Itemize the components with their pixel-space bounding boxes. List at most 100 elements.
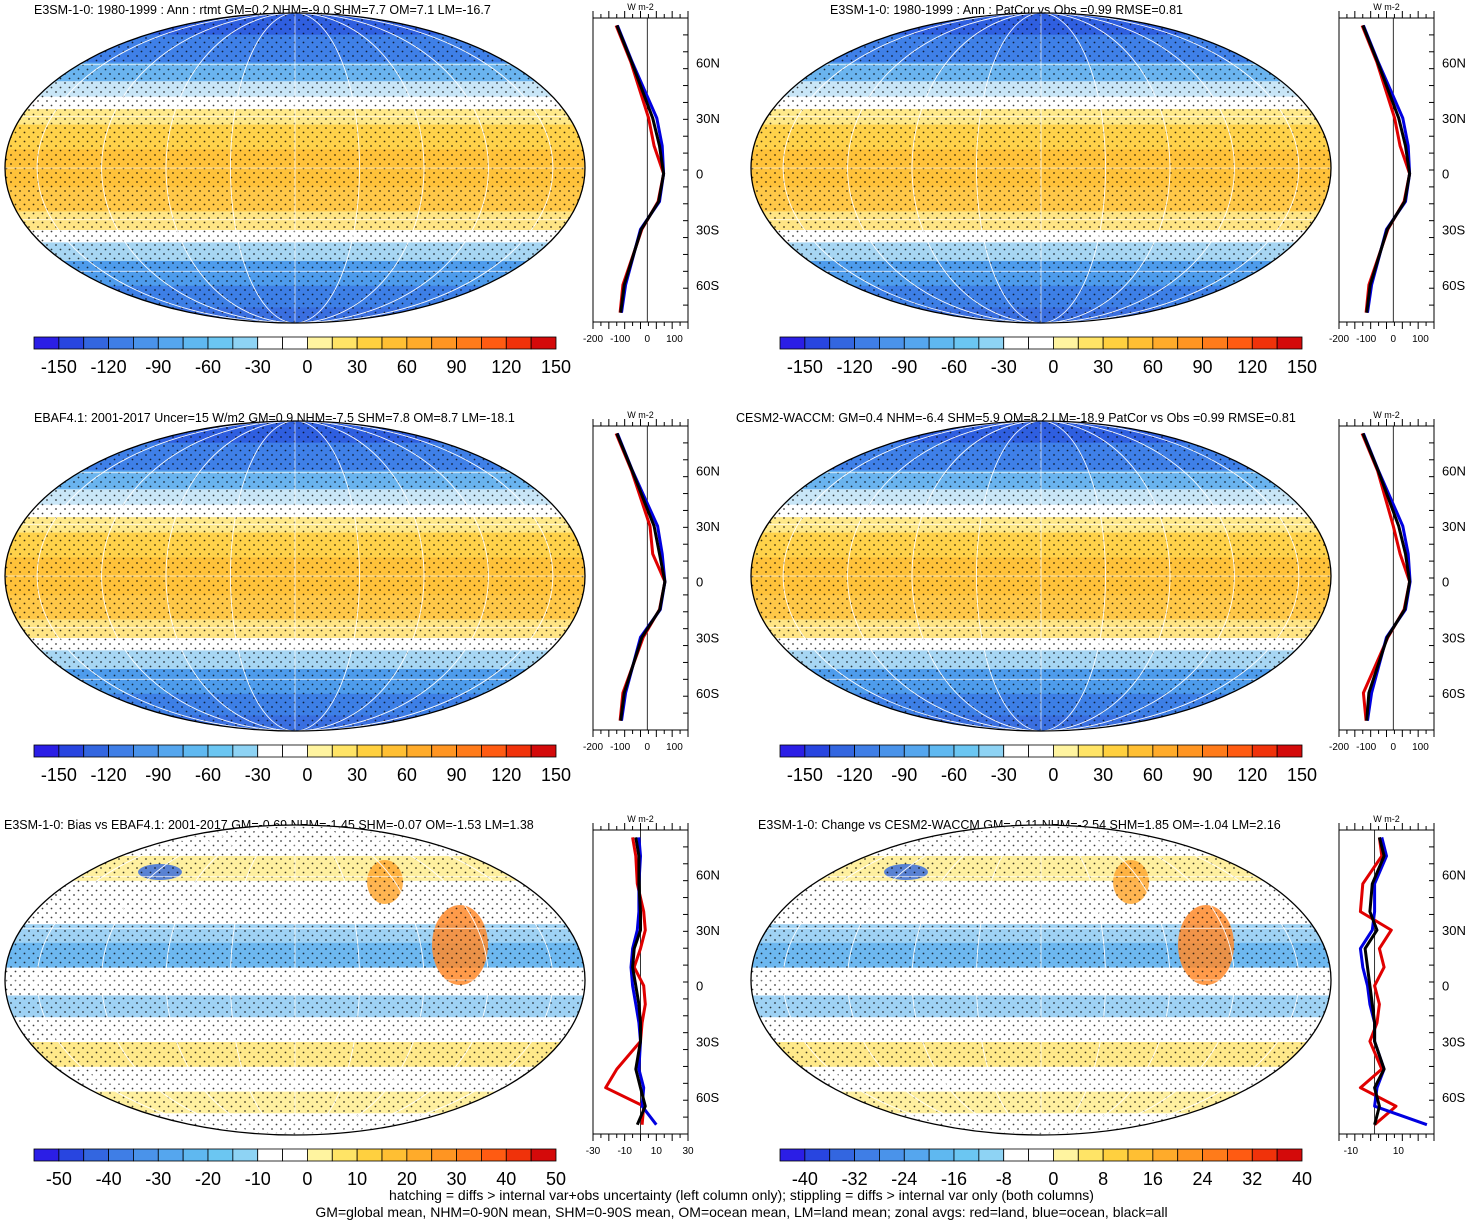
colorbar-label: -150 — [41, 765, 77, 785]
colorbar-label: 150 — [541, 357, 571, 377]
colorbar-label: -120 — [91, 357, 127, 377]
panel-bias-vs-obs: E3SM-1-0: Bias vs EBAF4.1: 2001-2017 GM=… — [0, 812, 741, 1217]
colorbar-label: 0 — [1048, 357, 1058, 377]
colorbar-cell — [1003, 336, 1029, 350]
colorbar-cell — [1177, 1148, 1203, 1162]
profile-unit: W m-2 — [627, 2, 654, 12]
graticule-meridian — [847, 825, 1235, 1135]
colorbar-cell — [232, 1148, 259, 1162]
colorbar-cell — [1003, 744, 1029, 758]
graticule-meridian — [165, 825, 425, 1135]
profile-x-tick-label: -10 — [1344, 1146, 1359, 1157]
map-field — [5, 421, 585, 731]
zonal-profile: W m-2 60N 30N 0 30S 60S -200 -100 0 100 — [583, 410, 720, 753]
colorbar-cell — [1202, 744, 1228, 758]
colorbar-label: 0 — [302, 1169, 312, 1189]
profile-x-tick-label: 0 — [645, 742, 651, 753]
graticule-meridian — [165, 13, 425, 323]
profile-x-tick-label: 100 — [1412, 742, 1429, 753]
footer-line-1: hatching = diffs > internal var+obs unce… — [389, 1187, 1094, 1203]
profile-unit: W m-2 — [627, 814, 654, 824]
zonal-profile: W m-2 60N 30N 0 30S 60S -200 -100 0 100 — [1329, 2, 1466, 345]
colorbar-cell — [953, 1148, 980, 1162]
colorbar-label: 0 — [302, 765, 312, 785]
colorbar-cell — [133, 744, 159, 758]
profile-frame — [1338, 425, 1435, 731]
colorbar-cell — [1276, 744, 1303, 758]
profile-line-all — [631, 837, 647, 1126]
colorbar-label: 24 — [1193, 1169, 1213, 1189]
graticule-meridian — [101, 825, 489, 1135]
colorbar-cell — [381, 336, 408, 350]
profile-line-all — [1361, 432, 1412, 721]
map-outline — [750, 420, 1332, 732]
colorbar-cell — [804, 336, 831, 350]
profile-x-tick-label: -30 — [586, 1146, 601, 1157]
graticule-meridian — [782, 421, 1300, 731]
colorbar-cell — [903, 744, 930, 758]
colorbar-cell — [133, 336, 159, 350]
colorbar-label: -120 — [837, 765, 873, 785]
world-map: W m-2 60N 30N 0 30S 60S -30 -10 10 30 -50 -40 -30 -20… — [4, 814, 720, 1189]
panel-observations: EBAF4.1: 2001-2017 Uncer=15 W/m2 GM=0.9 … — [0, 408, 741, 813]
profile-line-all — [1361, 24, 1412, 313]
profile-lat-label: 60S — [1442, 1090, 1465, 1105]
colorbar-cell — [58, 744, 85, 758]
map-field — [5, 825, 585, 1135]
colorbar-cell — [779, 1148, 806, 1162]
profile-unit: W m-2 — [627, 410, 654, 420]
colorbar-cell — [804, 744, 831, 758]
colorbar-label: -30 — [245, 357, 271, 377]
colorbar-label: -30 — [991, 765, 1017, 785]
map-outline — [4, 420, 586, 732]
colorbar-label: 30 — [347, 765, 367, 785]
colorbar-label: -120 — [837, 357, 873, 377]
colorbar-cell — [133, 1148, 159, 1162]
colorbar-cell — [257, 1148, 283, 1162]
colorbar-cell — [406, 336, 433, 350]
colorbar-cell — [282, 336, 308, 350]
colorbar-cell — [1177, 336, 1203, 350]
colorbar-cell — [481, 336, 507, 350]
map-field — [751, 421, 1331, 731]
profile-lat-label: 30N — [1442, 111, 1466, 126]
profile-x-tick-label: 10 — [651, 1146, 663, 1157]
colorbar-cell — [282, 1148, 308, 1162]
profile-unit: W m-2 — [1373, 2, 1400, 12]
colorbar: -40 -32 -24 -16 -8 0 8 16 24 32 40 — [779, 1148, 1312, 1189]
profile-lat-label: 30S — [696, 222, 719, 237]
colorbar-label: -150 — [41, 357, 77, 377]
colorbar-label: 90 — [1193, 765, 1213, 785]
colorbar-cell — [1102, 1148, 1129, 1162]
profile-lat-label: 60N — [696, 867, 720, 882]
colorbar-cell — [157, 1148, 184, 1162]
colorbar-cell — [58, 1148, 85, 1162]
colorbar-label: 8 — [1098, 1169, 1108, 1189]
profile-frame — [1338, 17, 1435, 323]
profile-lat-label: 60N — [1442, 55, 1466, 70]
profile-unit: W m-2 — [1373, 410, 1400, 420]
colorbar-label: -32 — [842, 1169, 868, 1189]
colorbar-cell — [1276, 336, 1303, 350]
graticule-meridian — [847, 13, 1235, 323]
colorbar: -50 -40 -30 -20 -10 0 10 20 30 40 50 — [33, 1148, 566, 1189]
colorbar-label: 60 — [1143, 765, 1163, 785]
profile-lat-label: 60N — [1442, 867, 1466, 882]
colorbar-cell — [1053, 744, 1079, 758]
map-outline — [750, 12, 1332, 324]
graticule-meridian — [101, 421, 489, 731]
graticule-meridian — [230, 421, 360, 731]
graticule-meridian — [230, 825, 360, 1135]
colorbar-cell — [456, 1148, 482, 1162]
graticule-meridian — [847, 421, 1235, 731]
colorbar-cell — [879, 1148, 905, 1162]
colorbar-label: -120 — [91, 765, 127, 785]
colorbar-cell — [207, 744, 234, 758]
colorbar-label: 16 — [1143, 1169, 1163, 1189]
colorbar-cell — [1227, 744, 1253, 758]
colorbar-label: -30 — [245, 765, 271, 785]
world-map: W m-2 60N 30N 0 30S 60S -200 -100 0 100 -150 -120 -9… — [750, 410, 1466, 785]
colorbar-cell — [505, 336, 532, 350]
map-field — [751, 13, 1331, 323]
colorbar-cell — [83, 336, 109, 350]
